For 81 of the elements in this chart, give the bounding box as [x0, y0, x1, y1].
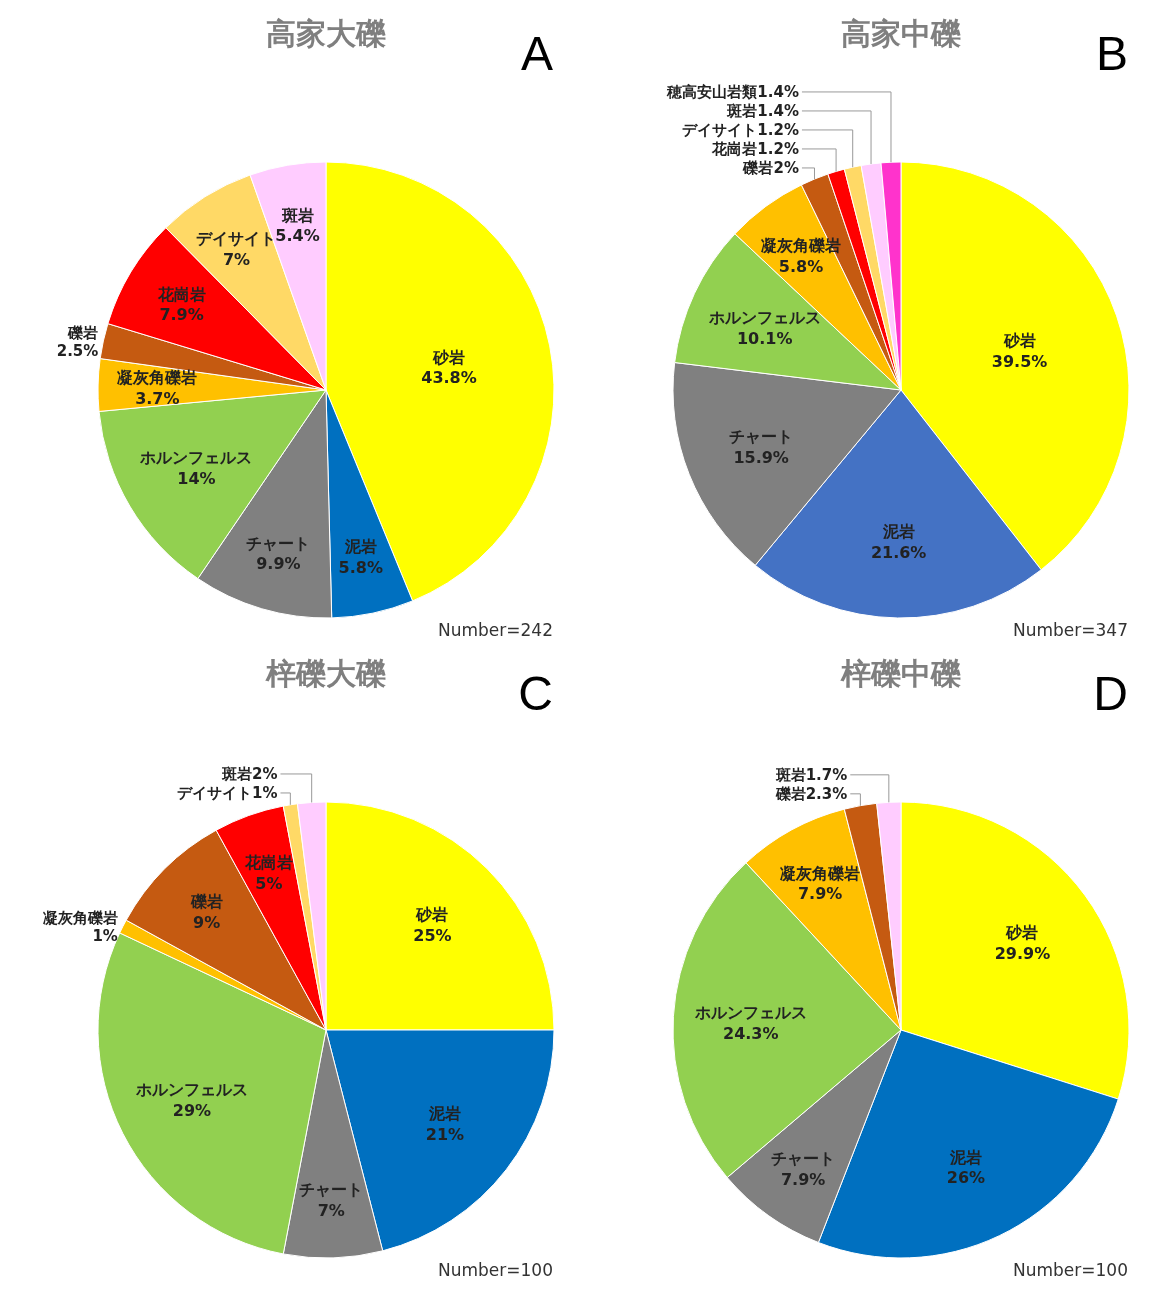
data-label: 9.9% — [256, 554, 301, 574]
slice-label: 礫岩 — [774, 784, 806, 803]
data-label: 21.6% — [870, 543, 927, 563]
slice-label: 砂岩 — [1002, 331, 1036, 351]
slice-label: 凝灰角礫岩 — [780, 863, 861, 883]
data-label: 1% — [92, 927, 118, 946]
slice-label: 花崗岩 — [243, 853, 293, 873]
slice-label: ホルンフェルス — [693, 1002, 807, 1022]
data-label: 1% — [251, 783, 278, 802]
chart-title: 高家中礫 — [841, 16, 961, 51]
text: D — [1093, 667, 1128, 720]
data-label: 5.8% — [778, 256, 824, 276]
slice-label: 砂岩 — [432, 347, 466, 367]
data-label: 7% — [317, 1201, 345, 1221]
slice-label: 砂岩 — [415, 905, 449, 925]
data-label: 29% — [172, 1100, 212, 1120]
text: Number=100 — [1013, 1260, 1128, 1280]
data-label: 1.2% — [757, 139, 799, 158]
slice-label: 凝灰角礫岩 — [42, 909, 118, 928]
slice-label: デイサイト — [682, 120, 758, 139]
data-label: 9% — [193, 913, 221, 933]
slice-label: ホルンフェルス — [707, 308, 821, 327]
slice-label: 穂高安山岩類 — [666, 82, 758, 101]
slice-label: 花崗岩 — [156, 284, 206, 304]
data-label: 1.7% — [805, 765, 848, 784]
data-label: 2.5% — [56, 341, 99, 360]
slice-label: ホルンフェルス — [134, 1080, 248, 1100]
chart-title: 梓礫中礫 — [840, 656, 961, 691]
data-label: 26% — [946, 1168, 986, 1188]
data-label: 7% — [222, 249, 251, 269]
slice-label: 斑岩 — [726, 101, 758, 120]
data-label: 14% — [177, 469, 216, 489]
text: C — [518, 667, 553, 720]
slice-label: デイサイト — [196, 228, 277, 248]
slice-label: ホルンフェルス — [139, 448, 253, 468]
chart-title: 高家大礫 — [266, 16, 386, 51]
slice-label: デイサイト — [176, 783, 252, 802]
text: B — [1095, 27, 1128, 80]
data-label: 10.1% — [736, 328, 793, 348]
data-label: 1.4% — [757, 101, 799, 120]
data-label: 5% — [255, 873, 283, 893]
data-label: 7.9% — [159, 305, 204, 325]
slice-label: 斑岩 — [280, 205, 314, 225]
slice-label: チャート — [299, 1180, 364, 1200]
slice-label: 礫岩 — [742, 158, 774, 177]
slice-label: 砂岩 — [1005, 922, 1039, 942]
data-label: 2.3% — [805, 784, 848, 803]
chart-title: 梓礫大礫 — [265, 656, 386, 691]
data-label: 25% — [413, 926, 452, 946]
data-label: 1.2% — [757, 120, 799, 139]
slice-label: 泥岩 — [948, 1147, 982, 1167]
slice-label: 凝灰角礫岩 — [117, 368, 198, 388]
data-label: 24.3% — [723, 1023, 779, 1043]
data-label: 3.7% — [135, 388, 180, 408]
data-label: 1.4% — [757, 82, 799, 101]
slice-label: 礫岩 — [189, 892, 223, 912]
data-label: 7.9% — [798, 884, 843, 904]
slice-label: 斑岩 — [220, 764, 252, 783]
data-label: 15.9% — [733, 448, 789, 468]
data-label: 7.9% — [780, 1170, 826, 1190]
slice-label: チャート — [246, 533, 311, 553]
data-label: 5.8% — [338, 557, 383, 577]
slice-label: チャート — [771, 1149, 836, 1169]
slice-label: 泥岩 — [881, 522, 915, 542]
text: Number=347 — [1013, 620, 1128, 640]
data-label: 21% — [425, 1124, 465, 1144]
data-label: 5.4% — [275, 226, 320, 246]
slice-label: 花崗岩 — [711, 139, 758, 158]
slice-label: 斑岩 — [774, 765, 806, 784]
data-label: 39.5% — [991, 351, 1048, 371]
data-label: 29.9% — [994, 943, 1051, 963]
text: Number=100 — [438, 1260, 553, 1280]
slice-label: 泥岩 — [427, 1104, 461, 1124]
data-label: 2% — [773, 158, 799, 177]
slice-label: チャート — [729, 427, 794, 447]
text: Number=242 — [438, 620, 553, 640]
slice-label: 礫岩 — [67, 323, 99, 342]
slice-label: 泥岩 — [343, 536, 377, 556]
text: A — [520, 27, 553, 80]
data-label: 43.8% — [421, 368, 477, 388]
data-label: 2% — [251, 764, 278, 783]
